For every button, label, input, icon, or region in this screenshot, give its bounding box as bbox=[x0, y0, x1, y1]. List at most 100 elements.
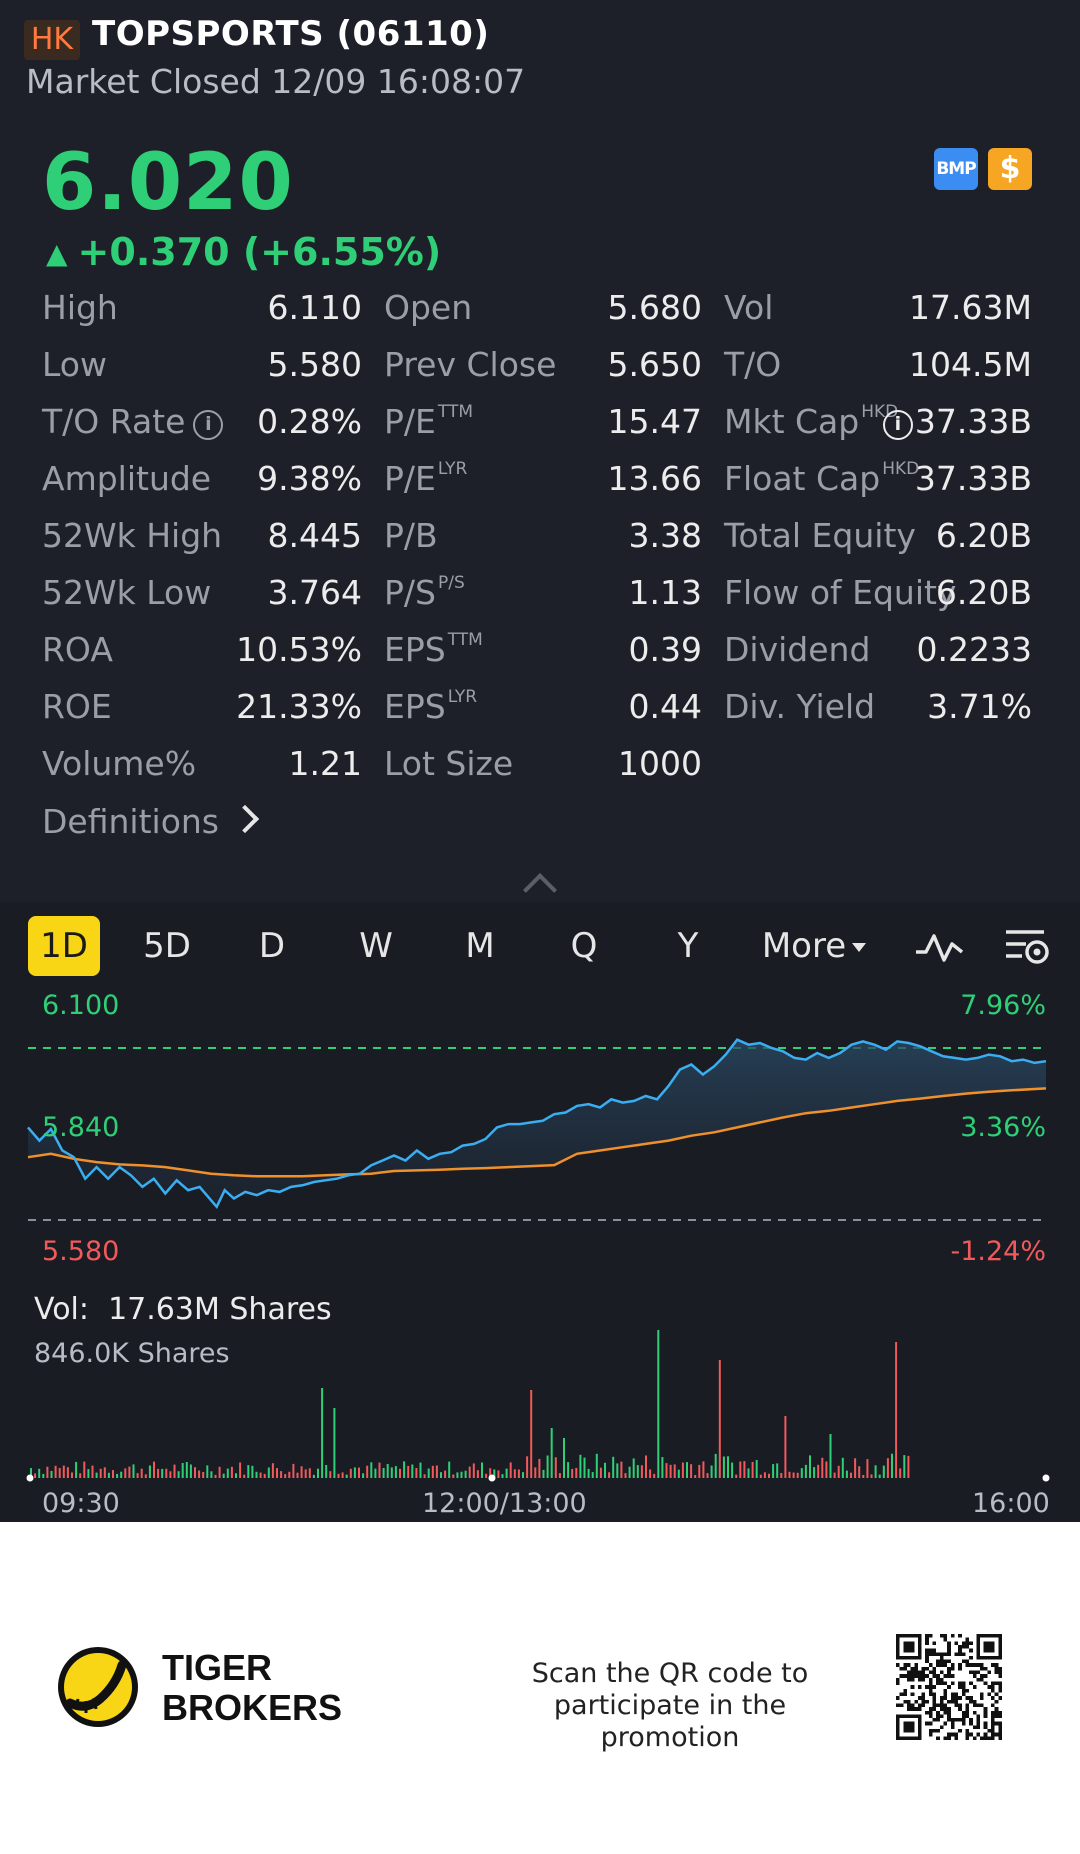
tab-w[interactable]: W bbox=[359, 926, 393, 966]
stat-label-text: P/E bbox=[384, 459, 436, 498]
dollar-badge[interactable]: $ bbox=[988, 148, 1032, 190]
stat-label-text: Div. Yield bbox=[724, 687, 876, 726]
stat-label-text: Prev Close bbox=[384, 345, 557, 384]
promo-footer: TIGER BROKERS Scan the QR code to particip… bbox=[0, 1522, 1080, 1854]
average-price-line bbox=[27, 1087, 1047, 1178]
tab-y[interactable]: Y bbox=[677, 926, 699, 966]
tiger-brokers-logo-icon bbox=[58, 1647, 138, 1727]
stats-row: 52Wk Low 3.764 P/S P/S 1.13 Flow of Equity 6.2… bbox=[0, 573, 1080, 630]
info-icon[interactable]: i bbox=[193, 410, 224, 440]
stat-value: 3.764 bbox=[268, 573, 362, 612]
stat-label-text: Float Cap bbox=[724, 459, 881, 498]
stat-label-text: T/O Rate bbox=[42, 402, 186, 441]
tab-d[interactable]: D bbox=[258, 926, 286, 966]
stat-label-sup: TTM bbox=[447, 630, 483, 650]
stat-value: 5.650 bbox=[608, 345, 702, 384]
stat-value-text: 0.44 bbox=[628, 687, 702, 726]
market-badge: HK bbox=[24, 20, 80, 60]
stat-value-text: 0.39 bbox=[628, 630, 702, 669]
header: HK TOPSPORTS (06110) Market Closed 12/09… bbox=[0, 0, 1080, 124]
stat-value-text: 8.445 bbox=[267, 516, 362, 555]
stat-value-text: 21.33% bbox=[236, 687, 362, 726]
stat-value: 0.28% bbox=[257, 402, 362, 441]
tab-5d[interactable]: 5D bbox=[143, 926, 191, 966]
stats-row: T/O Rate i 0.28% P/E TTM 15.47 Mkt Cap HKD i 37.3… bbox=[0, 402, 1080, 459]
stat-value-text: 13.66 bbox=[607, 459, 702, 498]
stat-label: T/O Rate i bbox=[42, 402, 224, 443]
stat-label: Lot Size bbox=[384, 744, 513, 783]
stat-label: Amplitude bbox=[42, 459, 211, 498]
stat-label: Open bbox=[384, 288, 472, 327]
stat-value: 9.38% bbox=[257, 459, 362, 498]
y-label-bottom: 5.580 bbox=[42, 1236, 119, 1267]
stat-value: 0.39 bbox=[629, 630, 702, 669]
stat-value-text: 3.764 bbox=[267, 573, 362, 612]
stat-label-sup: LYR bbox=[437, 459, 468, 479]
period-tabs: More 1D 5D D W M Q Y bbox=[0, 916, 1080, 980]
stat-label-text: ROA bbox=[42, 630, 113, 669]
stats-row: High 6.110 Open 5.680 Vol 17.63M bbox=[0, 288, 1080, 345]
stat-value: i 37.33B bbox=[882, 402, 1032, 443]
stat-label-text: Vol bbox=[724, 288, 774, 327]
definitions-link[interactable]: Definitions bbox=[42, 802, 260, 841]
time-label-close: 16:00 bbox=[972, 1488, 1050, 1519]
stat-label-text: Low bbox=[42, 345, 107, 384]
stat-value-text: 104.5M bbox=[909, 345, 1032, 384]
stat-label: EPS LYR bbox=[384, 687, 477, 726]
chart-settings-icon[interactable] bbox=[1004, 926, 1050, 968]
stat-value-text: 37.33B bbox=[914, 402, 1032, 441]
stat-value: 6.20B bbox=[936, 516, 1032, 555]
stat-value: 1.21 bbox=[289, 744, 362, 783]
stats-row: Volume% 1.21 Lot Size 1000 bbox=[0, 744, 1080, 801]
stat-value: 0.44 bbox=[629, 687, 702, 726]
brand-name: TIGER BROKERS bbox=[162, 1648, 342, 1728]
tab-more[interactable]: More bbox=[754, 916, 874, 976]
market-status: Market Closed 12/09 16:08:07 bbox=[26, 62, 526, 101]
chart-panel bbox=[0, 902, 1080, 1522]
stat-label-text: 52Wk Low bbox=[42, 573, 212, 612]
stat-value: 37.33B bbox=[915, 459, 1032, 498]
bmp-badge[interactable]: BMP bbox=[934, 148, 978, 190]
stat-label-sup: P/S bbox=[437, 573, 465, 593]
volume-bars bbox=[26, 1330, 1050, 1482]
stat-value-text: 0.2233 bbox=[916, 630, 1032, 669]
stat-label: T/O bbox=[724, 345, 781, 384]
pct-label-top: 7.96% bbox=[960, 990, 1046, 1021]
volume-max-label: 846.0K Shares bbox=[34, 1338, 230, 1369]
intraday-chart[interactable]: 6.100 5.840 5.580 7.96% 3.36% -1.24% bbox=[0, 990, 1080, 1290]
price-change-value: +0.370 (+6.55%) bbox=[77, 230, 442, 274]
tab-m[interactable]: M bbox=[465, 926, 495, 966]
stat-value-text: 6.20B bbox=[935, 573, 1032, 612]
stat-value-text: 5.680 bbox=[607, 288, 702, 327]
stat-value-text: 5.580 bbox=[267, 345, 362, 384]
stat-label-text: High bbox=[42, 288, 118, 327]
stat-label: P/S P/S bbox=[384, 573, 465, 612]
stat-label-text: P/B bbox=[384, 516, 438, 555]
stat-value: 1.13 bbox=[629, 573, 702, 612]
stats-row: Amplitude 9.38% P/E LYR 13.66 Float Cap HKD 37.… bbox=[0, 459, 1080, 516]
stat-value: 6.20B bbox=[936, 573, 1032, 612]
promo-text: Scan the QR code to participate in the pr… bbox=[490, 1658, 850, 1754]
stat-label: EPS TTM bbox=[384, 630, 483, 669]
stat-label: P/E LYR bbox=[384, 459, 467, 498]
stat-label: Mkt Cap HKD bbox=[724, 402, 898, 441]
stat-value-text: 0.28% bbox=[257, 402, 362, 441]
last-price: 6.020 bbox=[42, 138, 294, 228]
qr-code-icon[interactable] bbox=[896, 1634, 1002, 1740]
stat-label-text: Total Equity bbox=[724, 516, 916, 555]
stat-value: 3.38 bbox=[629, 516, 702, 555]
indicator-icon[interactable] bbox=[914, 930, 964, 964]
volume-total: 17.63M Shares bbox=[108, 1292, 332, 1327]
info-icon[interactable]: i bbox=[882, 410, 913, 440]
stat-value-text: 6.20B bbox=[935, 516, 1032, 555]
stat-value: 17.63M bbox=[909, 288, 1032, 327]
tab-q[interactable]: Q bbox=[570, 926, 598, 966]
stat-value-text: 3.38 bbox=[628, 516, 702, 555]
stat-label: ROE bbox=[42, 687, 112, 726]
stat-label: Total Equity bbox=[724, 516, 916, 555]
price-line bbox=[27, 1038, 1047, 1210]
stat-label: Prev Close bbox=[384, 345, 556, 384]
stat-label: P/B bbox=[384, 516, 438, 555]
stat-value-text: 9.38% bbox=[257, 459, 362, 498]
tab-1d[interactable]: 1D bbox=[28, 916, 100, 976]
